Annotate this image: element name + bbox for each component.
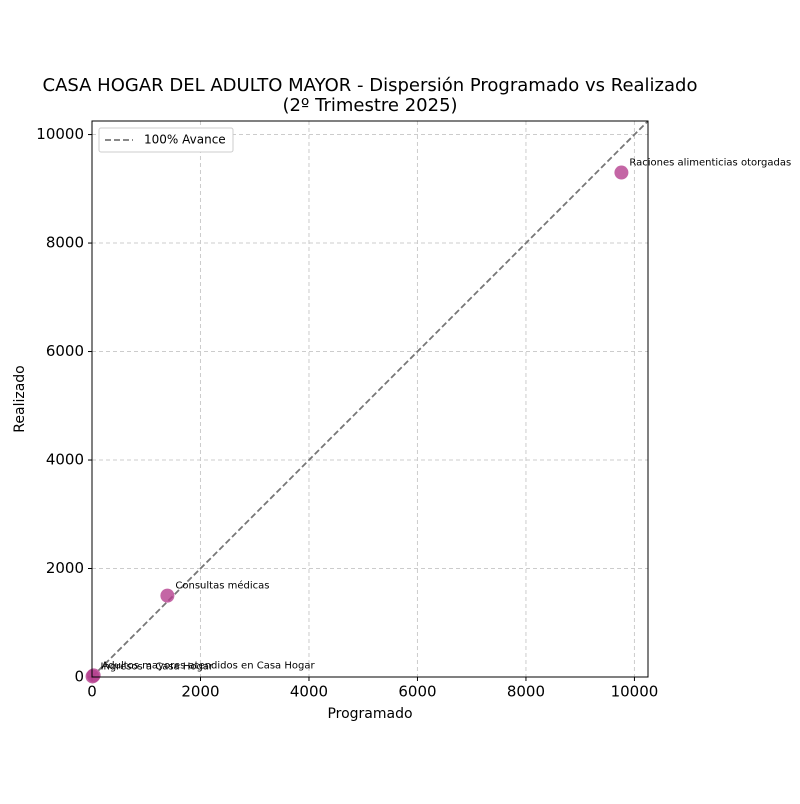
x-tick-label: 8000 — [507, 683, 545, 701]
chart-subtitle: (2º Trimestre 2025) — [282, 95, 457, 116]
y-axis-label: Realizado — [12, 365, 28, 432]
x-tick-label: 2000 — [181, 683, 219, 701]
point — [85, 669, 100, 684]
y-tick-label: 0 — [74, 668, 84, 686]
point-label: Consultas médicas — [175, 580, 269, 592]
reference-line — [91, 120, 649, 678]
y-tick-label: 2000 — [46, 559, 84, 577]
point — [160, 588, 175, 603]
y-tick-label: 8000 — [46, 234, 84, 252]
x-tick-label: 0 — [87, 683, 97, 701]
x-tick-label: 6000 — [398, 683, 436, 701]
point-label: Adultos mayores atendidos en Casa Hogar — [102, 660, 316, 671]
legend-label: 100% Avance — [144, 133, 226, 147]
x-tick-label: 4000 — [290, 683, 328, 701]
point — [614, 165, 629, 180]
point-label: Raciones alimenticias otorgadas — [629, 158, 791, 169]
point-label: Ingresos a Casa Hogar — [101, 661, 214, 672]
y-tick-label: 4000 — [46, 451, 84, 469]
y-tick-label: 6000 — [46, 342, 84, 360]
x-tick-label: 10000 — [611, 683, 659, 701]
x-axis-label: Programado — [327, 706, 412, 722]
plot-frame — [91, 120, 649, 678]
y-tick-label: 10000 — [36, 125, 84, 143]
chart-title: CASA HOGAR DEL ADULTO MAYOR - Dispersión… — [43, 75, 698, 96]
legend-box — [98, 127, 234, 153]
